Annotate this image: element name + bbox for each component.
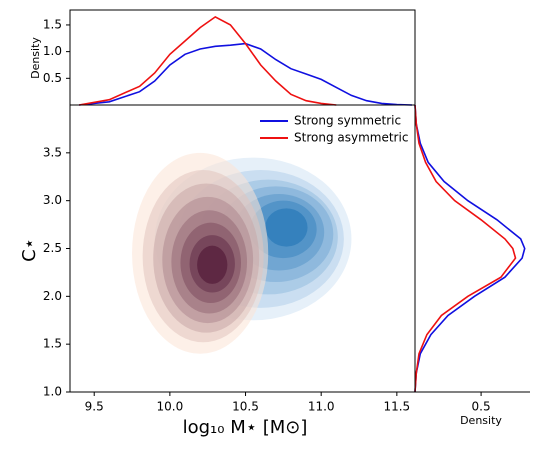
x-tick-label: 11.0 xyxy=(308,400,335,414)
y-tick-label: 1.0 xyxy=(43,385,62,399)
x-tick-label: 10.0 xyxy=(157,400,184,414)
right-density-line xyxy=(414,104,517,393)
top-density-line xyxy=(79,42,413,106)
x-tick-label: 9.5 xyxy=(85,400,104,414)
y-tick-label: 2.5 xyxy=(43,241,62,255)
right-x-axis-label: Density xyxy=(460,414,502,427)
top-y-tick-label: 1.0 xyxy=(43,44,62,58)
top-y-tick-label: 0.5 xyxy=(43,71,62,85)
kde-contour xyxy=(197,245,228,284)
legend-label: Strong symmetric xyxy=(294,114,401,128)
contours xyxy=(132,152,352,354)
legend-label: Strong asymmetric xyxy=(294,131,408,145)
right-x-tick-label: 0.5 xyxy=(472,400,491,414)
y-tick-label: 1.5 xyxy=(43,337,62,351)
y-tick-label: 2.0 xyxy=(43,289,62,303)
top-density-line xyxy=(78,15,337,106)
top-y-axis-label: Density xyxy=(29,37,42,79)
y-axis-label: C⋆ xyxy=(19,238,40,262)
top-frame xyxy=(69,9,416,105)
x-axis-label: log₁₀ M⋆ [M⊙] xyxy=(183,417,308,438)
right-density-line xyxy=(414,104,526,393)
y-tick-label: 3.0 xyxy=(43,193,62,207)
kde-contour xyxy=(265,208,308,247)
top-y-tick-label: 1.5 xyxy=(43,17,62,31)
x-tick-label: 10.5 xyxy=(232,400,259,414)
y-tick-label: 3.5 xyxy=(43,145,62,159)
x-tick-label: 11.5 xyxy=(383,400,410,414)
